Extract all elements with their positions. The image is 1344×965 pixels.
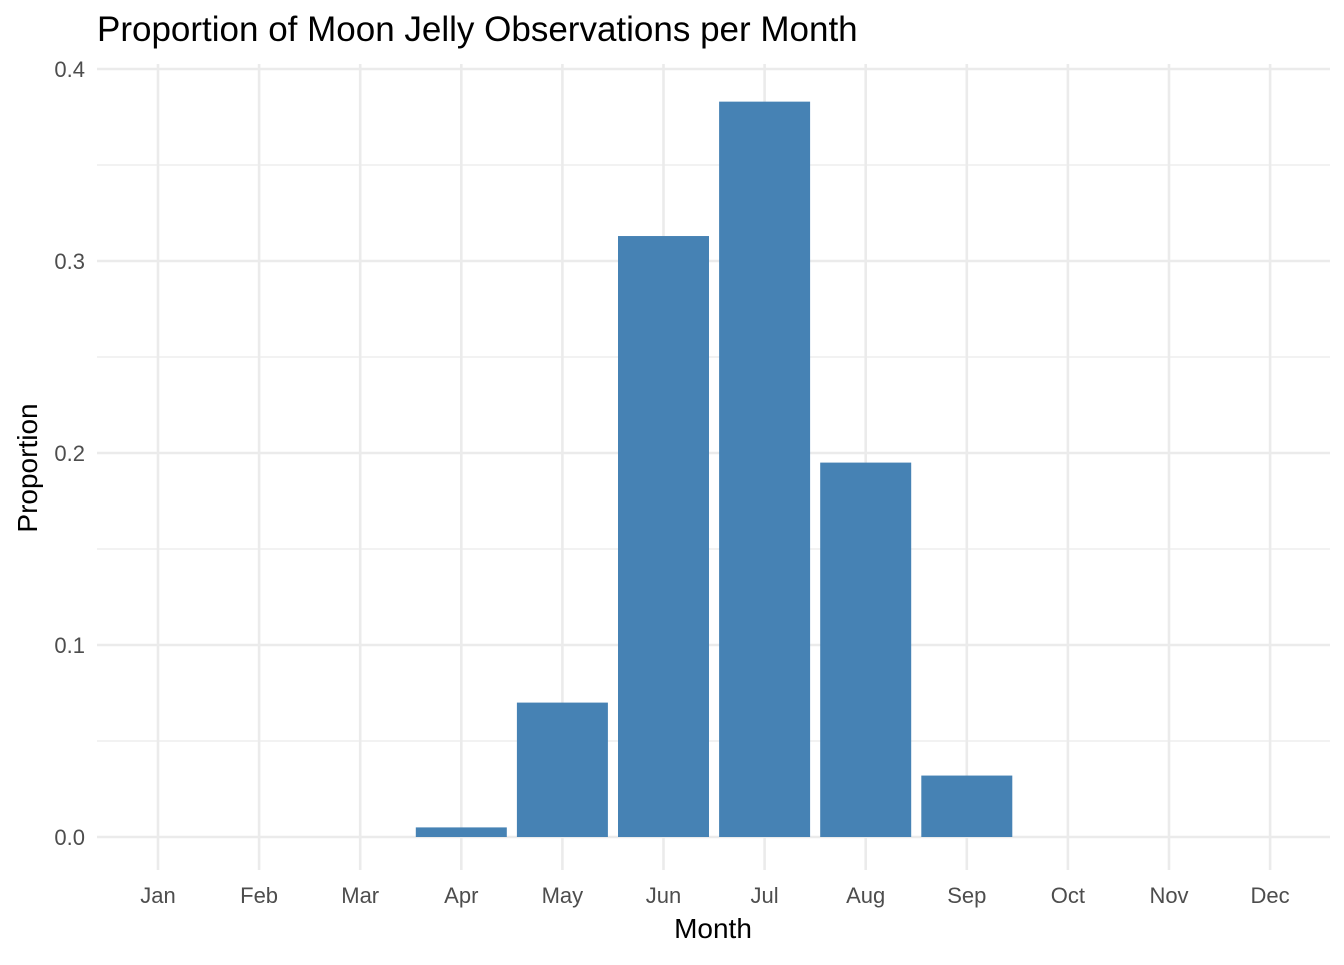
x-tick-label: Jan bbox=[140, 883, 175, 908]
chart-title: Proportion of Moon Jelly Observations pe… bbox=[97, 10, 858, 49]
bar-apr bbox=[415, 827, 507, 837]
bars bbox=[415, 101, 1013, 838]
bar-sep bbox=[921, 775, 1013, 837]
bar-jun bbox=[618, 236, 709, 838]
x-tick-label: Dec bbox=[1251, 883, 1290, 908]
x-axis-tick-labels: Jan Feb Mar Apr May Jun Jul Aug Sep Oct Nov Dec bbox=[140, 883, 1289, 908]
x-tick-label: May bbox=[542, 883, 584, 908]
y-tick-label: 0.3 bbox=[54, 249, 85, 274]
x-tick-label: Oct bbox=[1051, 883, 1085, 908]
grid-lines bbox=[97, 64, 1330, 870]
x-tick-label: Jun bbox=[646, 883, 681, 908]
y-axis-title: Proportion bbox=[12, 403, 43, 532]
y-tick-label: 0.0 bbox=[54, 825, 85, 850]
y-axis-tick-labels: 0.0 0.1 0.2 0.3 0.4 bbox=[54, 57, 85, 850]
x-tick-label: Mar bbox=[341, 883, 379, 908]
bar-may bbox=[516, 702, 608, 837]
x-tick-label: Aug bbox=[846, 883, 885, 908]
y-tick-label: 0.4 bbox=[54, 57, 85, 82]
x-tick-label: Jul bbox=[751, 883, 779, 908]
x-tick-label: Sep bbox=[947, 883, 986, 908]
x-tick-label: Feb bbox=[240, 883, 278, 908]
bar-jul bbox=[719, 101, 811, 837]
y-tick-label: 0.1 bbox=[54, 633, 85, 658]
x-axis-title: Month bbox=[674, 913, 752, 944]
x-tick-label: Nov bbox=[1149, 883, 1188, 908]
bar-aug bbox=[820, 462, 912, 837]
y-tick-label: 0.2 bbox=[54, 441, 85, 466]
x-tick-label: Apr bbox=[444, 883, 478, 908]
